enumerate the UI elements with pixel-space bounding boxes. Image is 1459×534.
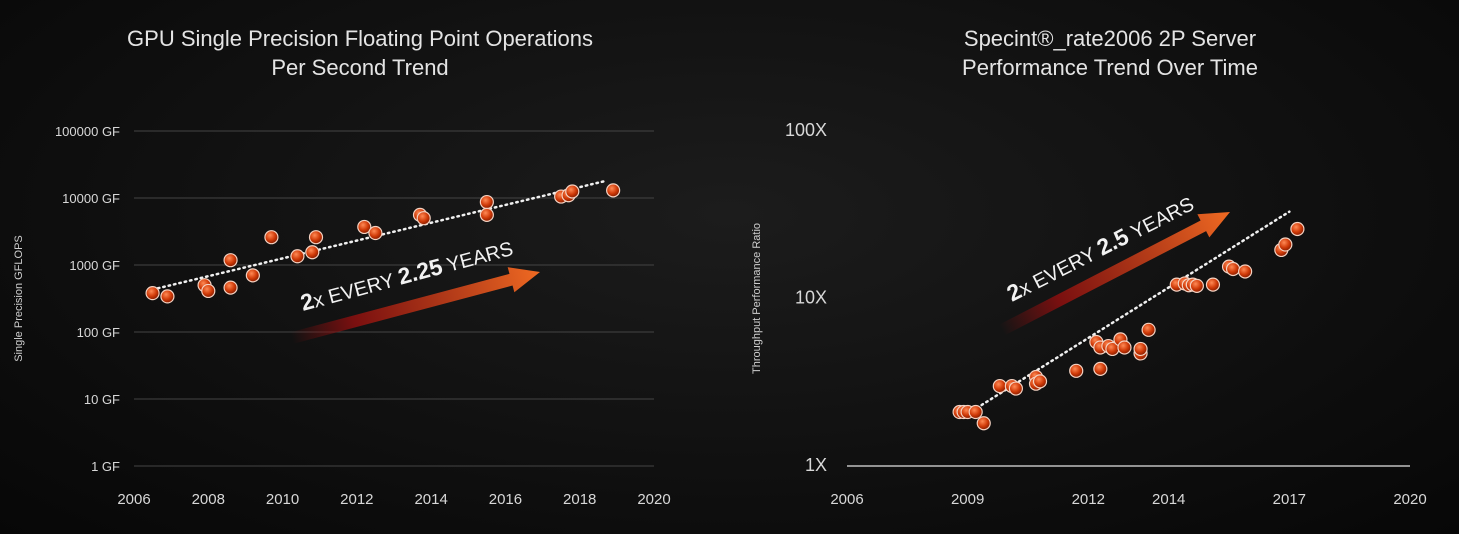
left-data-point (290, 249, 305, 264)
right-data-point (1069, 363, 1084, 378)
right-trend-arrow (999, 212, 1230, 336)
left-data-point (308, 230, 324, 245)
left-trend-arrow-shape (290, 267, 540, 344)
right-x-tick-label: 2014 (1152, 491, 1185, 508)
gpu-flops-chart: 1 GF 10 GF 100 GF 1000 GF 10000 GF 100000 GF 2… (13, 124, 671, 508)
right-x-tick-label: 2020 (1393, 491, 1426, 508)
left-data-point (479, 207, 494, 222)
right-y-axis-title: Throughput Performance Ratio (751, 223, 763, 374)
right-y-tick-label: 10X (795, 288, 827, 308)
right-data-point (1189, 278, 1204, 293)
right-data-point (992, 378, 1007, 394)
left-chart-title: GPU Single Precision Floating Point Oper… (60, 24, 660, 82)
left-data-point (245, 268, 260, 283)
left-x-tick-label: 2014 (414, 491, 447, 508)
right-annotation-part: x EVERY (1016, 241, 1105, 301)
right-data-point (1278, 237, 1293, 252)
right-data-point (968, 404, 983, 420)
left-y-axis-title: Single Precision GFLOPS (13, 235, 25, 362)
left-data-point (223, 280, 238, 295)
right-data-point (1205, 277, 1221, 292)
left-x-tick-label: 2006 (117, 491, 150, 508)
left-x-tick-label: 2020 (637, 491, 670, 508)
left-data-point (479, 194, 494, 210)
left-y-tick-label: 10 GF (84, 392, 120, 407)
left-data-point (145, 286, 160, 301)
left-y-tick-label: 10000 GF (62, 191, 120, 206)
right-x-tick-label: 2017 (1273, 491, 1306, 508)
right-data-point (1238, 264, 1253, 279)
left-data-point (416, 211, 431, 226)
specint-chart: 1X 10X 100X 2006 2009 2012 2014 2017 2020 Through… (751, 120, 1427, 508)
right-chart-title-line-1: Specint®_rate2006 2P Server (963, 26, 1257, 51)
right-data-point (1141, 322, 1156, 337)
left-y-tick-label: 100000 GF (55, 124, 120, 139)
right-x-tick-label: 2012 (1072, 491, 1105, 508)
left-data-point (305, 245, 320, 260)
left-x-tick-label: 2008 (192, 491, 225, 508)
left-data-point (357, 219, 372, 235)
right-data-point (1032, 374, 1048, 389)
right-chart-title-line-2: Performance Trend Over Time (962, 55, 1258, 80)
left-y-tick-label: 100 GF (77, 325, 120, 340)
right-x-tick-label: 2006 (830, 491, 863, 508)
left-data-point (223, 253, 238, 268)
left-annotation-part: 2.25 (395, 253, 445, 290)
left-x-tick-label: 2018 (563, 491, 596, 508)
left-annotation-part: x EVERY (311, 268, 402, 312)
left-data-point (160, 289, 175, 304)
left-data-point (264, 230, 279, 245)
left-data-point (606, 183, 621, 198)
left-data-point (565, 184, 580, 199)
right-data-point (1008, 381, 1023, 396)
right-y-tick-label: 1X (805, 455, 827, 475)
right-x-tick-label: 2009 (951, 491, 984, 508)
left-x-tick-label: 2012 (340, 491, 373, 508)
right-data-point (1093, 361, 1108, 376)
right-data-point (1133, 341, 1148, 357)
right-data-point (1290, 221, 1305, 237)
left-chart-title-line-1: GPU Single Precision Floating Point Oper… (127, 26, 593, 51)
left-trend-arrow (290, 267, 540, 344)
left-data-point (368, 225, 383, 241)
right-trend-arrow-shape (999, 212, 1230, 336)
right-data-point (976, 416, 991, 431)
right-y-tick-label: 100X (785, 120, 827, 140)
left-x-tick-label: 2016 (489, 491, 522, 508)
left-data-point (201, 283, 216, 299)
right-chart-title: Specint®_rate2006 2P Server Performance … (810, 24, 1410, 82)
left-annotation-part: YEARS (439, 238, 515, 278)
left-chart-title-line-2: Per Second Trend (271, 55, 449, 80)
right-data-point (1225, 261, 1241, 277)
left-y-tick-label: 1000 GF (69, 258, 120, 273)
left-y-tick-label: 1 GF (91, 459, 120, 474)
left-x-tick-label: 2010 (266, 491, 299, 508)
right-data-point (1117, 340, 1132, 355)
